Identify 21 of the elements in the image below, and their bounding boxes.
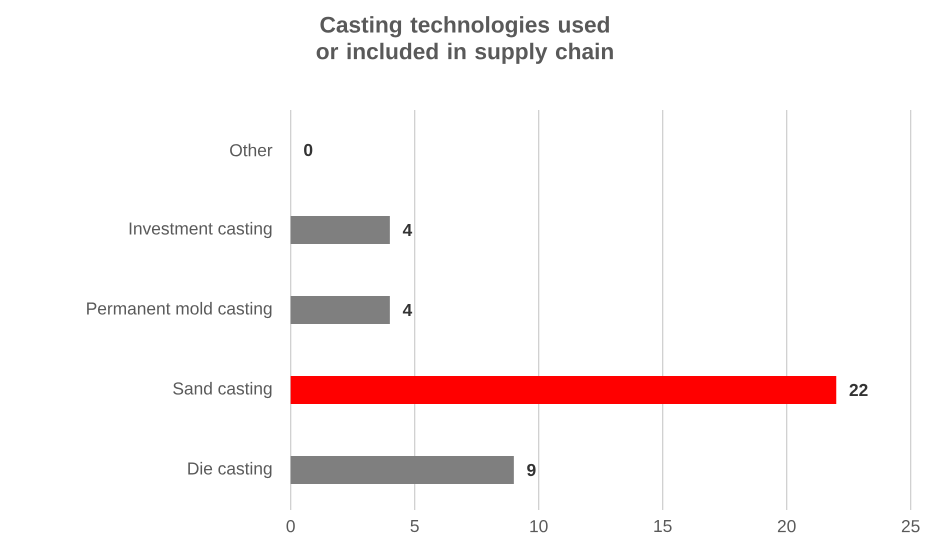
x-tick-label: 15 bbox=[654, 520, 672, 532]
x-tick-label: 5 bbox=[410, 520, 419, 532]
bar bbox=[290, 376, 836, 404]
data-label: 9 bbox=[527, 464, 536, 476]
x-tick-label: 0 bbox=[286, 520, 295, 532]
bar bbox=[290, 216, 390, 244]
data-label: 0 bbox=[304, 144, 312, 156]
y-tick-label: Investment casting bbox=[130, 222, 272, 238]
data-label: 4 bbox=[402, 304, 412, 316]
data-label: 4 bbox=[402, 224, 412, 236]
x-tick-label: 10 bbox=[530, 520, 548, 532]
x-tick-label: 20 bbox=[778, 520, 796, 532]
bar bbox=[290, 296, 390, 324]
bar bbox=[290, 456, 514, 484]
y-tick-label: Other bbox=[230, 144, 272, 156]
data-label: 22 bbox=[850, 384, 868, 396]
chart-title: Casting technologies used or included in supply chain bbox=[316, 16, 613, 64]
y-tick-label: Die casting bbox=[188, 462, 272, 478]
y-tick-label: Permanent mold casting bbox=[87, 302, 272, 318]
x-tick-label: 25 bbox=[902, 520, 920, 532]
y-tick-label: Sand casting bbox=[173, 382, 272, 398]
